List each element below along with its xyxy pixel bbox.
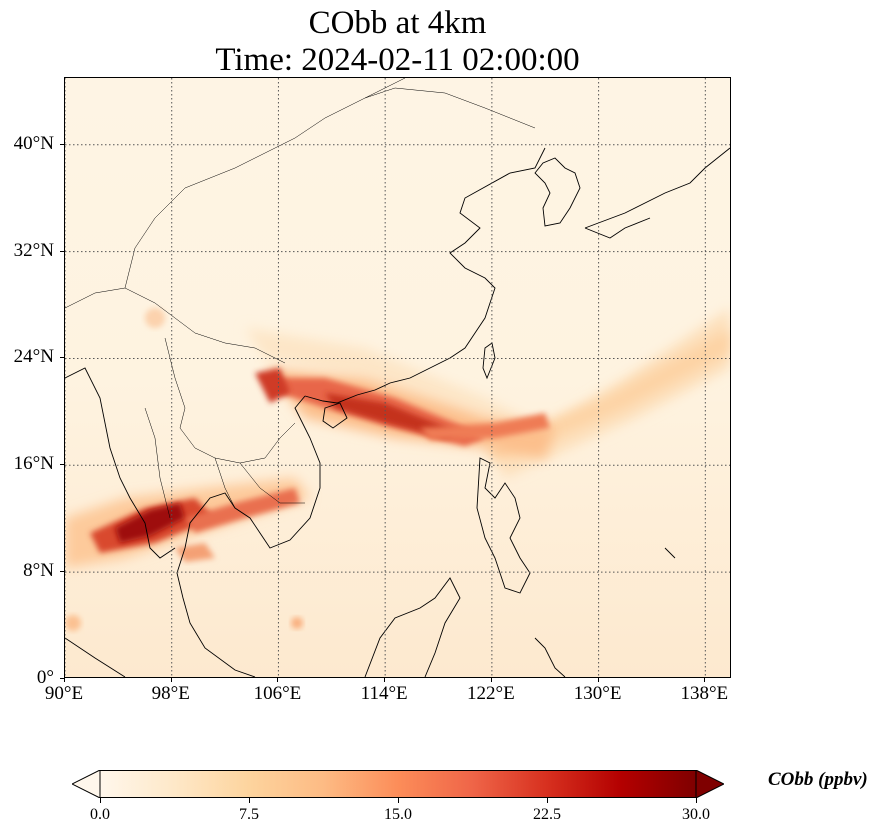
lat-tick-label: 24°N	[13, 346, 54, 368]
lat-tick-label: 0°	[36, 667, 54, 688]
colorbar-tick-mark	[696, 798, 697, 803]
colorbar-tick-label: 30.0	[682, 806, 710, 823]
colorbar-tick-label: 15.0	[384, 806, 412, 823]
colorbar-gradient	[99, 770, 697, 798]
lon-tick-mark	[704, 678, 706, 682]
lon-tick-label: 98°E	[151, 683, 190, 704]
colorbar-tick-label: 0.0	[90, 806, 110, 823]
lat-tick-mark	[60, 571, 64, 573]
colorbar-tick-label: 22.5	[533, 806, 561, 823]
lat-tick-mark	[60, 143, 64, 145]
colorbar-extend-min	[72, 770, 101, 798]
lon-tick-mark	[597, 678, 599, 682]
plot-title-line1: CObb at 4km	[308, 5, 487, 41]
colorbar	[72, 770, 724, 798]
lon-tick-label: 114°E	[360, 683, 408, 704]
cobb-plume-field	[65, 308, 730, 631]
lat-lon-gridlines	[65, 78, 730, 677]
plot-title-line2: Time: 2024-02-11 02:00:00	[215, 42, 580, 78]
colorbar-tick-label: 7.5	[239, 806, 259, 823]
lon-tick-label: 138°E	[680, 683, 729, 704]
colorbar-tick-mark	[547, 798, 548, 803]
lat-tick-label: 32°N	[13, 239, 54, 261]
lon-tick-label: 106°E	[253, 683, 302, 704]
lon-tick-mark	[170, 678, 172, 682]
lat-tick-label: 8°N	[23, 560, 54, 582]
lon-tick-mark	[384, 678, 386, 682]
colorbar-label: CObb (ppbv)	[768, 769, 868, 790]
lon-tick-mark	[277, 678, 279, 682]
lat-tick-mark	[60, 250, 64, 252]
colorbar-extend-max	[695, 770, 724, 798]
lat-tick-mark	[60, 357, 64, 359]
colorbar-tick-mark	[398, 798, 399, 803]
lon-tick-label: 122°E	[467, 683, 515, 704]
lon-tick-mark	[64, 678, 65, 682]
lon-tick-label: 90°E	[44, 683, 84, 704]
map-canvas	[65, 78, 730, 677]
colorbar-tick-mark	[100, 798, 101, 803]
lat-tick-label: 16°N	[13, 453, 54, 475]
lon-tick-mark	[490, 678, 492, 682]
lat-tick-label: 40°N	[13, 132, 54, 154]
colorbar-tick-mark	[249, 798, 250, 803]
lon-tick-label: 130°E	[573, 683, 622, 704]
lat-tick-mark	[60, 464, 64, 466]
lat-tick-mark	[60, 678, 64, 679]
map-panel	[64, 77, 731, 678]
